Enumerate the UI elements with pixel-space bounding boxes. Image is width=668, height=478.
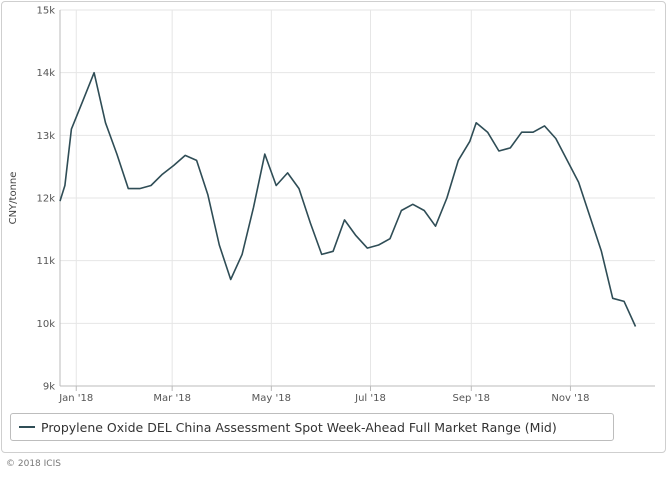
x-tick-label: Nov '18 — [551, 393, 589, 404]
x-tick-label: May '18 — [252, 393, 291, 404]
line-chart-svg: 9k 10k 11k 12k 13k 14k 15k Jan '18 Mar '18 May '… — [8, 6, 655, 404]
y-tick-label: 11k — [36, 256, 55, 267]
y-tick-label: 10k — [36, 319, 55, 330]
y-tick-label: 9k — [43, 382, 55, 393]
x-tick-label: Jan '18 — [58, 393, 93, 404]
x-tick-label: Jul '18 — [354, 393, 386, 404]
legend-line-swatch — [19, 426, 35, 428]
y-tick-label: 13k — [36, 131, 55, 142]
series-line — [59, 71, 637, 327]
x-tick-labels: Jan '18 Mar '18 May '18 Jul '18 Sep '18 Nov '… — [58, 393, 589, 404]
y-tick-labels: 9k 10k 11k 12k 13k 14k 15k — [36, 6, 55, 393]
y-axis-label: CNY/tonne — [8, 172, 19, 225]
legend[interactable]: Propylene Oxide DEL China Assessment Spo… — [10, 413, 614, 441]
legend-series-label: Propylene Oxide DEL China Assessment Spo… — [41, 419, 557, 435]
y-tick-label: 14k — [36, 68, 55, 79]
axes — [59, 10, 655, 391]
x-tick-label: Sep '18 — [453, 393, 491, 404]
y-tick-label: 15k — [36, 6, 55, 17]
series-layer — [59, 71, 637, 327]
y-tick-label: 12k — [36, 194, 55, 205]
copyright-footer: © 2018 ICIS — [6, 459, 61, 469]
chart-frame — [1, 1, 666, 453]
x-tick-label: Mar '18 — [153, 393, 191, 404]
grid-lines — [60, 9, 655, 387]
